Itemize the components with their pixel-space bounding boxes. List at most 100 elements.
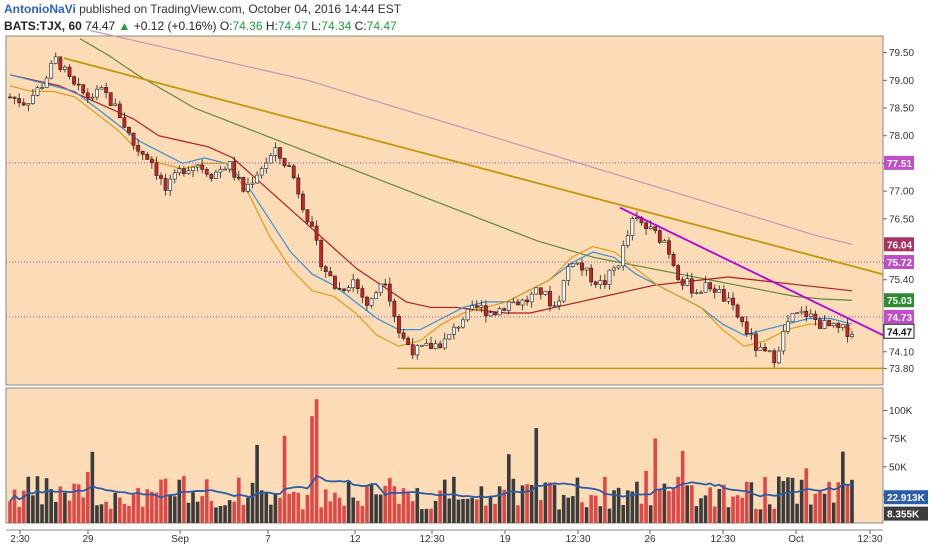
- volume-bar-up: [607, 508, 612, 523]
- price-tick-label: 74.10: [889, 347, 914, 358]
- candle-up: [374, 292, 378, 299]
- volume-bar-down: [305, 494, 310, 523]
- volume-bar-down: [644, 470, 648, 523]
- volume-bar-up: [250, 482, 255, 523]
- candle-up: [223, 168, 227, 171]
- candle-up: [749, 333, 754, 336]
- volume-bar-down: [145, 489, 150, 523]
- time-tick-label: 12:30: [565, 534, 590, 545]
- purple-trendline: [619, 206, 884, 336]
- ma-mid-line: [9, 74, 853, 336]
- candle-down: [355, 279, 360, 289]
- candle-down: [81, 84, 86, 94]
- volume-bar-down: [12, 489, 17, 523]
- candle-down: [291, 165, 296, 179]
- candle-down: [154, 162, 159, 176]
- candle-down: [676, 265, 681, 280]
- candle-down: [740, 316, 745, 323]
- volume-bar-down: [722, 484, 726, 523]
- candle-up: [26, 103, 31, 106]
- candle-up: [662, 240, 667, 243]
- candle-down: [337, 288, 342, 290]
- volume-bar-up: [685, 485, 690, 523]
- volume-bar-down: [319, 507, 323, 523]
- candle-up: [268, 155, 273, 164]
- candle-up: [419, 345, 424, 347]
- volume-bar-up: [214, 507, 218, 523]
- volume-bar-up: [53, 501, 58, 523]
- publish-header: AntonioNaVi published on TradingView.com…: [4, 2, 401, 16]
- volume-bar-up: [461, 498, 465, 523]
- price-level-badge: [884, 237, 914, 252]
- volume-level-badge: [884, 506, 928, 521]
- candle-up: [369, 298, 374, 306]
- volume-bar-up: [470, 497, 474, 523]
- volume-bar-up: [259, 490, 264, 523]
- time-tick-label: 26: [644, 534, 656, 545]
- high-label: H:: [265, 19, 278, 33]
- price-panel[interactable]: [6, 36, 883, 385]
- volume-ma-line: [9, 474, 853, 502]
- volume-bar-down: [232, 501, 237, 523]
- candle-up: [488, 312, 493, 317]
- volume-bar-down: [209, 501, 214, 523]
- volume-bar-up: [717, 488, 722, 523]
- volume-bar-down: [328, 501, 333, 523]
- volume-bar-up: [90, 451, 95, 523]
- candle-down: [410, 344, 415, 356]
- candle-up: [95, 88, 99, 98]
- candle-up: [795, 312, 799, 315]
- volume-bar-down: [658, 488, 662, 523]
- time-tick-label: 12:30: [419, 534, 444, 545]
- volume-bar-down: [548, 482, 552, 523]
- candle-down: [735, 304, 740, 318]
- volume-bar-down: [744, 481, 749, 523]
- volume-level-label: 8.355K: [887, 510, 920, 521]
- candle-down: [827, 320, 832, 327]
- candle-down: [131, 132, 136, 146]
- volume-bar-down: [67, 500, 72, 523]
- volume-bar-up: [799, 479, 804, 523]
- candle-down: [502, 308, 507, 311]
- candle-up: [699, 292, 703, 294]
- ma-green-line: [79, 38, 853, 301]
- candle-up: [168, 178, 173, 191]
- time-tick-label: 29: [82, 534, 94, 545]
- volume-bar-down: [735, 495, 740, 523]
- price-tick-label: 76.50: [889, 214, 914, 225]
- candle-down: [85, 92, 90, 99]
- price-level-label: 75.72: [887, 258, 912, 269]
- volume-bar-down: [827, 481, 831, 523]
- candle-up: [273, 147, 278, 156]
- candle-down: [67, 66, 72, 77]
- volume-bar-down: [163, 478, 168, 523]
- candle-down: [484, 305, 488, 317]
- candle-down: [8, 96, 12, 99]
- volume-level-badge: [884, 490, 928, 505]
- volume-bar-up: [177, 479, 182, 523]
- candle-down: [333, 275, 337, 289]
- candle-up: [177, 168, 182, 174]
- volume-bar-up: [786, 477, 790, 523]
- volume-bar-down: [204, 479, 209, 523]
- candle-down: [818, 319, 822, 329]
- candle-up: [850, 334, 854, 337]
- volume-bar-up: [520, 485, 525, 523]
- candle-up: [561, 280, 566, 302]
- volume-bar-up: [749, 482, 754, 523]
- candle-down: [657, 230, 662, 243]
- volume-bar-up: [662, 483, 667, 523]
- volume-bar-down: [406, 491, 410, 523]
- candle-up: [616, 265, 621, 269]
- price-level-badge: [884, 293, 914, 308]
- change-arrow-icon: ▲: [118, 19, 131, 33]
- volume-bar-up: [726, 507, 731, 523]
- volume-bar-down: [154, 492, 159, 523]
- volume-bar-up: [442, 479, 447, 523]
- volume-bar-down: [589, 495, 593, 523]
- price-tick-label: 77.00: [889, 187, 914, 198]
- candle-up: [479, 305, 484, 308]
- volume-bar-down: [772, 508, 777, 523]
- author-name[interactable]: AntonioNaVi: [4, 2, 76, 16]
